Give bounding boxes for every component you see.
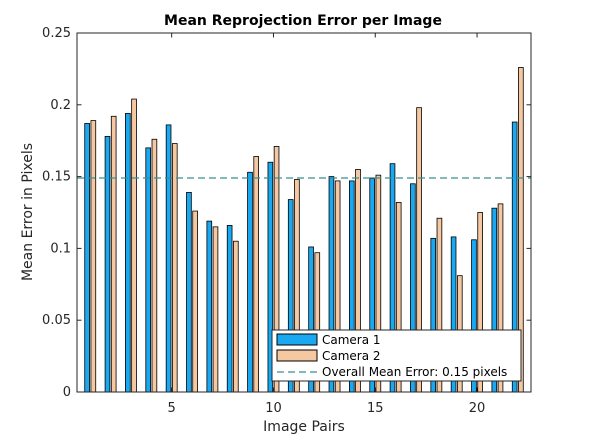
legend-label-camera-2: Camera 2 [322, 349, 381, 363]
bar-camera-2-pair-8 [233, 240, 239, 393]
bar-camera-1-pair-7 [206, 220, 213, 393]
chart-title: Mean Reprojection Error per Image [164, 13, 442, 29]
bar-camera-1-pair-8 [226, 225, 233, 393]
bar-camera-2-pair-9 [253, 156, 260, 393]
x-tick-label: 15 [367, 401, 384, 416]
bar-camera-1-pair-3 [125, 113, 131, 393]
bar-camera-1-pair-1 [84, 123, 90, 393]
bar-camera-1-pair-2 [104, 135, 111, 393]
legend-label-mean-line: Overall Mean Error: 0.15 pixels [322, 365, 507, 379]
plot-frame [76, 32, 532, 393]
bar-camera-1-pair-4 [145, 147, 152, 393]
bar-camera-2-pair-2 [110, 115, 117, 393]
plot-area: 5 10 15 20 0 0.05 0.1 0.15 0.2 0.25 [42, 26, 532, 416]
bar-camera-2-pair-1 [90, 120, 97, 393]
bar-camera-2-pair-5 [171, 143, 178, 393]
x-axis-label: Image Pairs [263, 419, 345, 435]
bar-camera-2-pair-3 [131, 98, 137, 393]
x-tick-label: 20 [469, 401, 486, 416]
x-tick-label: 5 [168, 401, 176, 416]
y-tick-label: 0.15 [42, 170, 71, 185]
bar-camera-1-pair-9 [247, 171, 253, 393]
legend-swatch-camera-1 [276, 333, 318, 346]
legend-label-camera-1: Camera 1 [322, 333, 381, 347]
legend: Camera 1 Camera 2 Overall Mean Error: 0.… [271, 329, 522, 382]
x-tick-label: 10 [265, 401, 282, 416]
y-axis-label: Mean Error in Pixels [20, 143, 36, 281]
y-tick-label: 0.1 [50, 241, 71, 256]
bar-camera-2-pair-6 [192, 210, 198, 393]
legend-swatch-camera-2 [276, 349, 318, 362]
bar-camera-1-pair-5 [165, 124, 172, 393]
ticks-layer: 5 10 15 20 0 0.05 0.1 0.15 0.2 0.25 [42, 26, 531, 416]
bar-camera-1-pair-6 [186, 191, 192, 393]
y-tick-label: 0.05 [42, 313, 71, 328]
bar-camera-2-pair-7 [212, 226, 219, 393]
y-tick-label: 0.2 [50, 98, 71, 113]
y-tick-label: 0.25 [42, 26, 71, 41]
y-tick-label: 0 [63, 385, 71, 400]
bar-camera-2-pair-4 [151, 138, 158, 393]
